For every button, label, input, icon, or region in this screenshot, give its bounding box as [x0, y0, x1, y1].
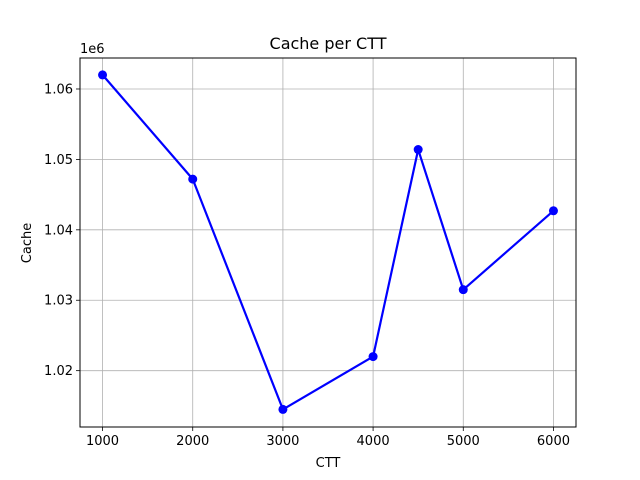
data-point [278, 404, 288, 414]
y-tick-label: 1.03 [44, 294, 73, 309]
y-tick-label: 1.05 [44, 153, 73, 168]
y-tick-label: 1.06 [44, 82, 73, 97]
y-axis-label: Cache [20, 223, 35, 263]
x-axis-ticks: 1000 2000 3000 4000 5000 6000 [86, 427, 570, 449]
series-marker-layer [98, 70, 558, 414]
x-tick-label: 6000 [537, 434, 570, 449]
data-point [368, 352, 378, 362]
y-tick-label: 1.02 [44, 364, 73, 379]
x-tick-label: 5000 [447, 434, 480, 449]
data-point [98, 70, 108, 80]
x-tick-label: 1000 [86, 434, 119, 449]
chart-title: Cache per CTT [270, 34, 387, 53]
data-point [188, 174, 198, 184]
y-axis-offset-label: 1e6 [80, 42, 105, 57]
x-tick-label: 3000 [266, 434, 299, 449]
data-point [413, 145, 423, 155]
grid [80, 58, 576, 427]
y-axis-ticks: 1.02 1.03 1.04 1.05 1.06 [44, 82, 80, 379]
data-point [548, 206, 558, 216]
x-tick-label: 2000 [176, 434, 209, 449]
x-tick-label: 4000 [357, 434, 390, 449]
data-point [458, 285, 468, 295]
y-tick-label: 1.04 [44, 223, 73, 238]
plot-frame [79, 57, 577, 428]
x-axis-label: CTT [316, 456, 341, 471]
